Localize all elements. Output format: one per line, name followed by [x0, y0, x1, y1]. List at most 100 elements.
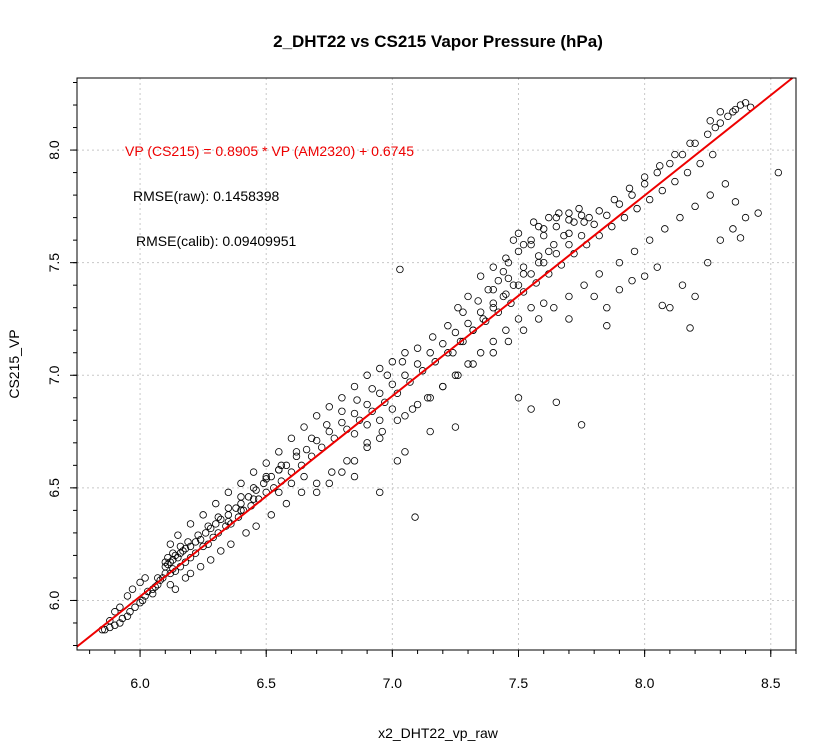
- data-point: [577, 231, 586, 240]
- data-point: [439, 382, 447, 391]
- data-point: [590, 220, 598, 229]
- data-point: [444, 349, 452, 357]
- data-point: [350, 430, 359, 438]
- data-point: [376, 434, 384, 443]
- data-point: [431, 358, 439, 366]
- data-point: [449, 349, 457, 357]
- data-point: [106, 617, 114, 625]
- data-point: [476, 272, 485, 280]
- data-point: [176, 542, 185, 551]
- data-point: [474, 297, 482, 305]
- data-point: [716, 236, 725, 244]
- data-point: [237, 493, 245, 501]
- data-point: [393, 416, 402, 424]
- data-point: [499, 267, 508, 276]
- data-point: [292, 452, 301, 461]
- data-point: [552, 249, 561, 258]
- data-point: [454, 371, 462, 379]
- data-point: [519, 326, 528, 334]
- data-point: [118, 614, 127, 623]
- data-point: [181, 574, 190, 582]
- data-point: [709, 150, 717, 159]
- data-point: [658, 301, 666, 310]
- data-point: [282, 461, 291, 470]
- data-point: [570, 218, 578, 226]
- data-point: [577, 211, 586, 220]
- data-point: [615, 258, 624, 267]
- data-point: [454, 304, 462, 312]
- data-point: [179, 547, 187, 555]
- data-point: [658, 186, 666, 195]
- data-point: [350, 472, 359, 481]
- data-point: [481, 317, 490, 325]
- data-point: [116, 619, 124, 627]
- data-point: [706, 191, 714, 199]
- data-point: [196, 535, 205, 544]
- data-point: [249, 495, 258, 503]
- data-point: [426, 394, 434, 402]
- rmse-calib: RMSE(calib): 0.09409951: [136, 233, 297, 249]
- data-point: [234, 513, 243, 521]
- data-point: [376, 416, 384, 424]
- data-point: [489, 263, 497, 271]
- data-point: [519, 288, 528, 296]
- data-point: [262, 475, 270, 483]
- data-point: [671, 177, 679, 186]
- data-point: [338, 394, 346, 402]
- data-point: [509, 281, 518, 289]
- data-point: [678, 281, 687, 289]
- data-point: [388, 358, 397, 366]
- data-point: [194, 531, 202, 539]
- data-point: [123, 592, 132, 600]
- y-axis-label: CS215_VP: [6, 329, 22, 398]
- data-point: [212, 499, 220, 508]
- data-point: [181, 544, 190, 553]
- data-point: [383, 371, 392, 379]
- data-point: [580, 218, 588, 226]
- data-point: [161, 562, 169, 571]
- data-point: [307, 434, 316, 443]
- data-point: [451, 423, 460, 431]
- data-point: [350, 457, 359, 465]
- x-tick-label: 8.0: [635, 675, 655, 691]
- data-point: [451, 371, 460, 379]
- data-point: [550, 240, 558, 249]
- data-point: [393, 389, 402, 397]
- data-point: [671, 150, 679, 159]
- data-point: [186, 542, 195, 551]
- data-point: [552, 398, 561, 406]
- data-point: [166, 540, 175, 548]
- data-point: [711, 123, 719, 132]
- data-point: [411, 513, 419, 521]
- data-point: [527, 270, 535, 278]
- data-point: [615, 285, 624, 294]
- data-point: [131, 603, 139, 611]
- data-point: [209, 533, 217, 542]
- data-point: [166, 580, 175, 589]
- data-point: [300, 423, 308, 431]
- x-tick-label: 7.0: [383, 675, 403, 691]
- y-tick-label: 7.5: [46, 253, 62, 273]
- data-point: [514, 281, 523, 289]
- data-point: [625, 184, 634, 193]
- data-point: [318, 443, 326, 452]
- data-point: [199, 511, 207, 519]
- data-point: [166, 558, 175, 566]
- data-point: [343, 457, 351, 465]
- data-point: [186, 553, 195, 562]
- data-point: [519, 270, 528, 278]
- data-point: [489, 337, 497, 346]
- data-point: [126, 608, 134, 616]
- data-point: [237, 479, 245, 488]
- data-point: [159, 574, 167, 582]
- data-point: [429, 333, 437, 341]
- data-point: [754, 209, 762, 217]
- data-point: [217, 515, 225, 524]
- data-point: [494, 308, 503, 316]
- data-point: [227, 540, 235, 548]
- y-tick-label: 7.0: [46, 365, 62, 385]
- data-point: [633, 204, 641, 213]
- data-point: [350, 409, 359, 418]
- data-point: [476, 349, 485, 357]
